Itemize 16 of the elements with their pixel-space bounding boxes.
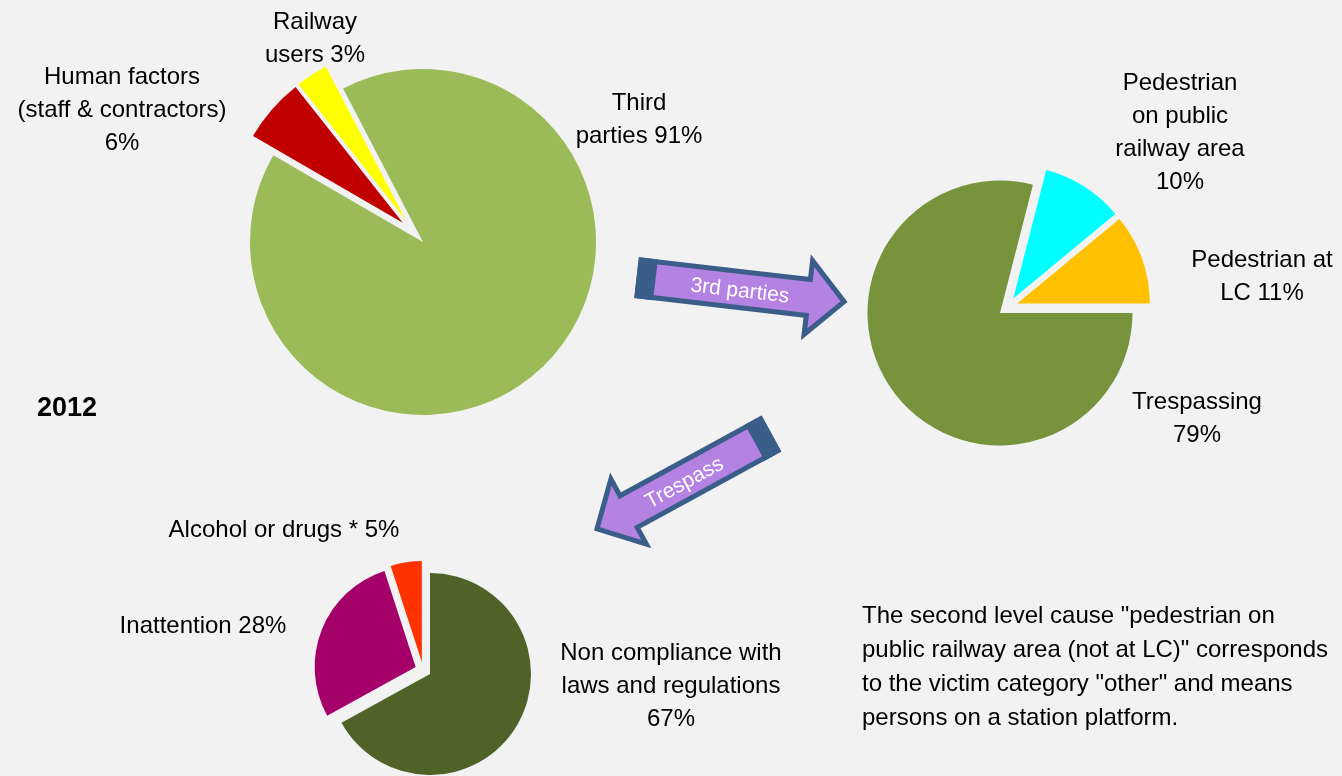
- slice-label: Railway users 3%: [264, 6, 366, 67]
- slice-label: Human factors (staff & contractors): [17, 61, 227, 122]
- slice-label: Pedestrian at LC 11%: [1191, 244, 1334, 305]
- slice-label: Inattention 28%: [119, 610, 287, 638]
- slice-label: Trespassing: [1132, 386, 1262, 414]
- data-label: 67%: [646, 704, 696, 732]
- text: 3rd parties: [689, 272, 792, 308]
- data-label: 6%: [104, 127, 140, 155]
- data-label: 10%: [1155, 166, 1205, 194]
- slice-label: Pedestrian on public railway area: [1115, 67, 1246, 161]
- text: The second level cause "pedestrian on public railway area (not at LC)" corresponds to the victim category "other" and means persons on a station platform.: [862, 600, 1330, 732]
- text: 2012: [37, 390, 98, 423]
- data-label: 79%: [1172, 419, 1222, 447]
- slice-label: Non compliance with laws and regulations: [560, 638, 782, 699]
- slice-label: Alcohol or drugs * 5%: [168, 514, 400, 542]
- slice-label: Third parties 91%: [575, 87, 703, 148]
